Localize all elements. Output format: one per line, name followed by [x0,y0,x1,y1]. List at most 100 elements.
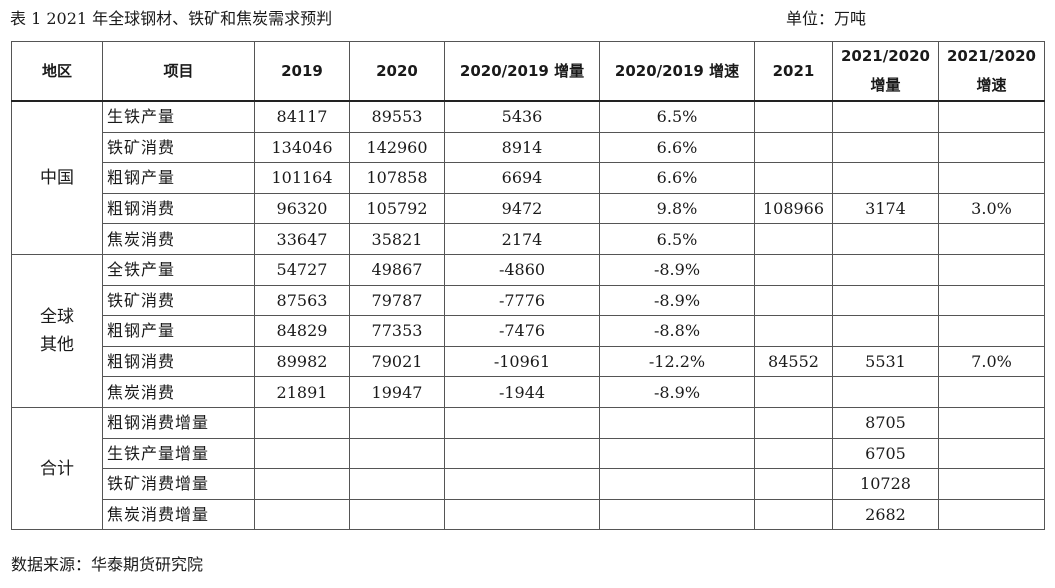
empty-cell [754,498,833,531]
table-row: 粗钢消费 89982 79021 -10961 -12.2% 84552 553… [12,345,1045,378]
value-increment: 5436 [444,100,600,133]
header-increment-2021-2020: 2021/2020 增量 [832,41,939,102]
value-2019: 87563 [254,284,350,317]
empty-cell [254,437,350,470]
header-increment-2021-2020-line1: 2021/2020 [841,47,930,65]
region-china: 中国 [11,100,103,255]
table-row: 焦炭消费 21891 19947 -1944 -8.9% [12,376,1045,408]
value-growth: 6.6% [599,131,755,164]
empty-cell [444,498,600,531]
value-2020: 49867 [349,253,445,286]
value-2021 [754,131,833,164]
value-growth: -8.9% [599,253,755,286]
value-2021 [754,284,833,317]
table-row: 焦炭消费增量 2682 [12,498,1045,531]
value-increment: 6694 [444,162,600,194]
header-increment-2021-2020-line2: 增量 [870,76,901,94]
value-2021 [754,162,833,194]
item-cell: 焦炭消费 [102,223,255,255]
value-increment: 8914 [444,131,600,164]
value-growth: 9.8% [599,192,755,225]
value-2021 [754,253,833,286]
region-global-other: 全球 其他 [11,253,103,408]
header-increment-2020-2019: 2020/2019 增量 [444,41,600,102]
table-row: 粗钢产量 101164 107858 6694 6.6% [12,162,1045,194]
item-cell: 粗钢消费 [102,345,255,378]
value-growth-2021 [938,284,1045,317]
value-increment-2021 [832,284,939,317]
empty-cell [444,437,600,470]
value-2019: 96320 [254,192,350,225]
item-cell: 铁矿消费 [102,284,255,317]
value-increment-2021: 3174 [832,192,939,225]
item-cell: 生铁产量 [102,100,255,133]
header-region: 地区 [11,41,103,102]
value-increment-2021 [832,100,939,133]
empty-cell [938,437,1045,470]
table-caption: 表 1 2021 年全球钢材、铁矿和焦炭需求预判 [10,9,333,28]
value-growth-2021 [938,223,1045,255]
unit-label: 单位：万吨 [786,9,867,28]
empty-cell [754,437,833,470]
empty-cell [599,498,755,531]
table-row: 铁矿消费增量 10728 [12,468,1045,500]
header-growth-2021-2020-line1: 2021/2020 [947,47,1036,65]
empty-cell [754,406,833,439]
empty-cell [349,468,445,500]
table-row: 中国 生铁产量 84117 89553 5436 6.5% [11,100,1045,255]
region-global-other-line1: 全球 [40,306,74,327]
header-2019: 2019 [254,41,350,102]
value-increment-2021: 8705 [832,406,939,439]
value-increment: 2174 [444,223,600,255]
header-2020: 2020 [349,41,445,102]
empty-cell [349,406,445,439]
value-growth: 6.6% [599,162,755,194]
value-2020: 77353 [349,315,445,347]
item-cell: 生铁产量增量 [102,437,255,470]
region-global-other-line2: 其他 [40,334,74,355]
value-growth: -8.9% [599,376,755,408]
value-increment-2021: 6705 [832,437,939,470]
data-source-note: 数据来源：华泰期货研究院 [11,555,204,574]
empty-cell [444,468,600,500]
value-2019: 84829 [254,315,350,347]
value-growth: -8.9% [599,284,755,317]
value-increment-2021: 5531 [832,345,939,378]
table-row: 全球 其他 全铁产量 54727 49867 -4860 -8.9% [11,253,1045,408]
item-cell: 铁矿消费增量 [102,468,255,500]
header-row: 地区 项目 2019 2020 2020/2019 增量 2020/2019 增… [11,41,1045,102]
value-2021 [754,376,833,408]
forecast-table: 地区 项目 2019 2020 2020/2019 增量 2020/2019 增… [11,41,1045,531]
table-row: 铁矿消费 87563 79787 -7776 -8.9% [12,284,1045,317]
value-2020: 89553 [349,100,445,133]
value-growth-2021: 3.0% [938,192,1045,225]
value-2021: 84552 [754,345,833,378]
empty-cell [938,468,1045,500]
value-2019: 54727 [254,253,350,286]
empty-cell [349,498,445,531]
value-growth: 6.5% [599,223,755,255]
empty-cell [938,406,1045,439]
value-increment-2021 [832,376,939,408]
value-2020: 105792 [349,192,445,225]
value-growth: -8.8% [599,315,755,347]
value-growth-2021 [938,162,1045,194]
value-2019: 33647 [254,223,350,255]
value-growth-2021 [938,131,1045,164]
value-2019: 89982 [254,345,350,378]
value-increment-2021 [832,253,939,286]
empty-cell [349,437,445,470]
value-2019: 84117 [254,100,350,133]
table-row: 焦炭消费 33647 35821 2174 6.5% [12,223,1045,255]
header-growth-2020-2019: 2020/2019 增速 [599,41,755,102]
value-increment-2021: 2682 [832,498,939,531]
empty-cell [254,498,350,531]
value-increment: -4860 [444,253,600,286]
empty-cell [599,437,755,470]
value-increment: -1944 [444,376,600,408]
value-increment: -7476 [444,315,600,347]
region-total: 合计 [11,406,103,531]
value-2020: 19947 [349,376,445,408]
value-growth-2021 [938,253,1045,286]
empty-cell [254,406,350,439]
